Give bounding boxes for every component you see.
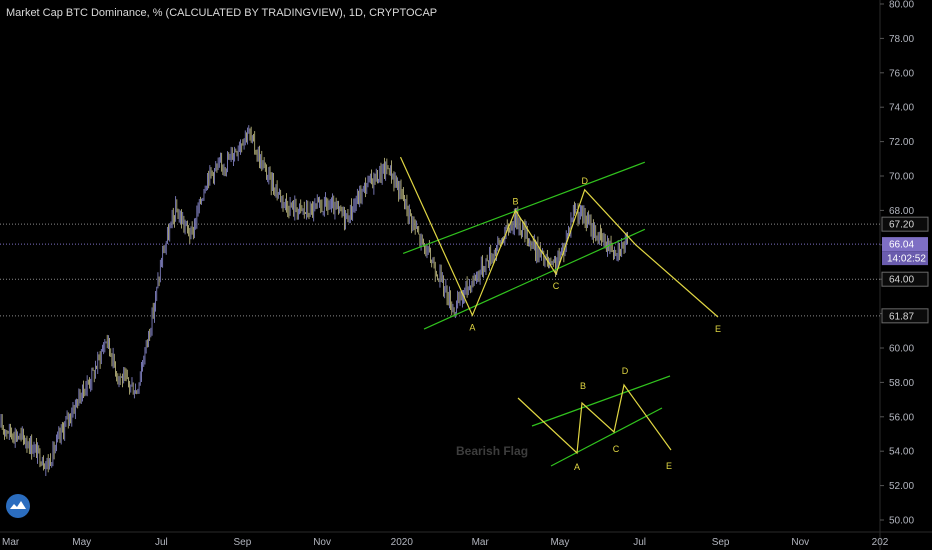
wave-label-d: D xyxy=(581,176,588,186)
y-tick-label: 72.00 xyxy=(889,137,914,148)
y-tick-label: 68.00 xyxy=(889,206,914,217)
price-tag-label: 67.20 xyxy=(889,220,914,231)
wave-label-e: E xyxy=(715,324,721,334)
price-tag-box xyxy=(881,308,929,324)
x-tick-label: Nov xyxy=(313,537,331,548)
wave-label-c: C xyxy=(553,281,560,291)
candles-layer xyxy=(0,125,628,477)
channel-lower-line xyxy=(423,228,646,330)
y-tick-label: 60.00 xyxy=(889,344,914,355)
y-tick-label: 56.00 xyxy=(889,412,914,423)
x-tick-label: 2020 xyxy=(391,537,414,548)
price-tag-box xyxy=(881,216,929,232)
wave-label-b: B xyxy=(512,196,518,206)
y-tick-label: 74.00 xyxy=(889,103,914,114)
bearish-flag-watermark: Bearish Flag xyxy=(456,444,528,458)
x-tick-label: Sep xyxy=(712,537,730,548)
countdown-label: 14:02:52 xyxy=(887,254,926,265)
price-tag-label: 61.87 xyxy=(889,311,914,322)
inset-label-a: A xyxy=(574,462,580,472)
price-tag-label: 64.00 xyxy=(889,275,914,286)
inset-label-b: B xyxy=(580,381,586,391)
wave-label-a: A xyxy=(469,322,475,332)
price-tag-label: 66.04 xyxy=(889,240,914,251)
chart-title: Market Cap BTC Dominance, % (CALCULATED … xyxy=(6,7,437,19)
y-tick-label: 76.00 xyxy=(889,68,914,79)
x-tick-label: Mar xyxy=(472,537,490,548)
x-tick-label: Mar xyxy=(2,537,20,548)
x-tick-label: Nov xyxy=(791,537,809,548)
inset-label-e: E xyxy=(666,461,672,471)
x-tick-label: May xyxy=(72,537,91,548)
y-tick-label: 78.00 xyxy=(889,34,914,45)
time-axis[interactable]: Mar May Jul Sep Nov 2020 Mar May Jul Sep Nov 202 xyxy=(2,537,889,548)
countdown-tag-box xyxy=(882,251,928,266)
price-tag-box xyxy=(881,271,929,287)
tradingview-logo[interactable] xyxy=(6,494,30,518)
drawings-layer: A B C D E xyxy=(399,156,721,334)
y-tick-label: 70.00 xyxy=(889,172,914,183)
y-tick-label: 58.00 xyxy=(889,378,914,389)
price-tag-box xyxy=(882,237,928,252)
x-tick-label: 202 xyxy=(872,537,889,548)
price-tags: 67.20 64.00 61.87 66.04 14:02:52 xyxy=(881,216,929,324)
x-tick-label: Jul xyxy=(155,537,168,548)
logo-mountain-icon xyxy=(10,501,26,509)
inset-channel-lower xyxy=(550,407,663,467)
inset-channel-upper xyxy=(531,375,671,427)
x-tick-label: Jul xyxy=(633,537,646,548)
inset-zigzag-line xyxy=(517,383,672,455)
y-tick-label: 80.00 xyxy=(889,0,914,11)
inset-label-d: D xyxy=(622,366,629,376)
y-tick-label: 54.00 xyxy=(889,447,914,458)
wave-zigzag-line xyxy=(399,156,719,318)
bearish-flag-inset: A B C D E Bearish Flag xyxy=(456,366,672,472)
y-tick-label: 50.00 xyxy=(889,516,914,527)
channel-upper-line xyxy=(402,161,646,254)
x-tick-label: May xyxy=(550,537,569,548)
y-tick-label: 52.00 xyxy=(889,481,914,492)
x-tick-label: Sep xyxy=(234,537,252,548)
inset-label-c: C xyxy=(613,444,620,454)
